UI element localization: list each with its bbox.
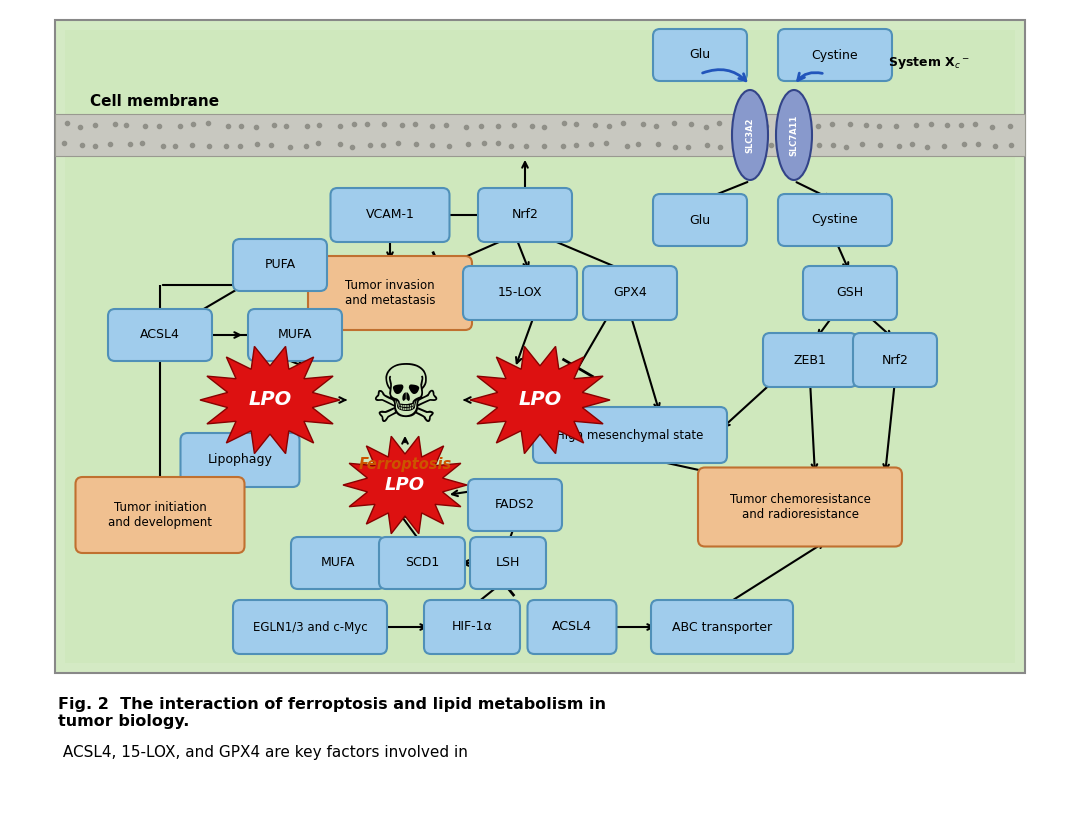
Text: ACSL4: ACSL4 — [140, 328, 180, 341]
FancyBboxPatch shape — [463, 266, 577, 320]
Text: ZEB1: ZEB1 — [794, 354, 826, 367]
FancyBboxPatch shape — [76, 477, 244, 553]
FancyBboxPatch shape — [698, 468, 902, 547]
FancyBboxPatch shape — [180, 433, 299, 487]
FancyBboxPatch shape — [527, 600, 617, 654]
FancyBboxPatch shape — [248, 309, 342, 361]
FancyBboxPatch shape — [308, 256, 472, 330]
FancyBboxPatch shape — [762, 333, 858, 387]
Text: Cell membrane: Cell membrane — [90, 94, 219, 108]
FancyBboxPatch shape — [233, 600, 387, 654]
Text: GSH: GSH — [836, 287, 864, 299]
FancyBboxPatch shape — [478, 188, 572, 242]
Text: EGLN1/3 and c-Myc: EGLN1/3 and c-Myc — [253, 620, 367, 633]
FancyBboxPatch shape — [651, 600, 793, 654]
FancyBboxPatch shape — [778, 29, 892, 81]
Text: ACSL4, 15-LOX, and GPX4 are key factors involved in: ACSL4, 15-LOX, and GPX4 are key factors … — [58, 745, 468, 760]
Text: Glu: Glu — [689, 49, 711, 61]
Text: MUFA: MUFA — [278, 328, 312, 341]
Polygon shape — [343, 436, 467, 534]
Text: High mesenchymal state: High mesenchymal state — [556, 429, 704, 442]
Text: HIF-1α: HIF-1α — [451, 620, 492, 633]
FancyBboxPatch shape — [468, 479, 562, 531]
Text: Cystine: Cystine — [812, 49, 859, 61]
FancyBboxPatch shape — [653, 29, 747, 81]
FancyBboxPatch shape — [853, 333, 937, 387]
Text: Ferroptosis: Ferroptosis — [359, 457, 451, 473]
FancyBboxPatch shape — [653, 194, 747, 246]
Text: LPO: LPO — [518, 390, 562, 409]
Ellipse shape — [732, 90, 768, 180]
Text: FADS2: FADS2 — [495, 499, 535, 512]
FancyBboxPatch shape — [804, 266, 897, 320]
Text: Tumor chemoresistance
and radioresistance: Tumor chemoresistance and radioresistanc… — [730, 493, 870, 521]
Text: 15-LOX: 15-LOX — [498, 287, 542, 299]
FancyBboxPatch shape — [778, 194, 892, 246]
Text: LPO: LPO — [384, 476, 426, 494]
FancyBboxPatch shape — [55, 20, 1025, 673]
Text: PUFA: PUFA — [265, 258, 296, 271]
Text: ACSL4: ACSL4 — [552, 620, 592, 633]
FancyBboxPatch shape — [330, 188, 449, 242]
FancyBboxPatch shape — [65, 30, 1015, 663]
Polygon shape — [470, 346, 610, 454]
Text: SCD1: SCD1 — [405, 557, 440, 570]
Text: VCAM-1: VCAM-1 — [365, 209, 415, 222]
Text: Lipophagy: Lipophagy — [207, 453, 272, 466]
Text: SLC7A11: SLC7A11 — [789, 114, 798, 156]
Text: System X$_c$$^-$: System X$_c$$^-$ — [888, 55, 970, 71]
FancyBboxPatch shape — [534, 407, 727, 463]
Text: ABC transporter: ABC transporter — [672, 620, 772, 633]
Ellipse shape — [777, 90, 812, 180]
FancyBboxPatch shape — [108, 309, 212, 361]
FancyBboxPatch shape — [583, 266, 677, 320]
Text: ☠: ☠ — [369, 361, 441, 439]
Text: Fig. 2  The interaction of ferroptosis and lipid metabolism in
tumor biology.: Fig. 2 The interaction of ferroptosis an… — [58, 697, 606, 729]
FancyBboxPatch shape — [291, 537, 384, 589]
Text: Tumor initiation
and development: Tumor initiation and development — [108, 501, 212, 529]
Text: GPX4: GPX4 — [613, 287, 647, 299]
Text: SLC3A2: SLC3A2 — [745, 117, 755, 152]
Text: Tumor invasion
and metastasis: Tumor invasion and metastasis — [345, 279, 435, 307]
Text: MUFA: MUFA — [321, 557, 355, 570]
FancyBboxPatch shape — [470, 537, 546, 589]
Text: Glu: Glu — [689, 214, 711, 227]
FancyBboxPatch shape — [424, 600, 519, 654]
FancyBboxPatch shape — [55, 114, 1025, 156]
Text: Cystine: Cystine — [812, 214, 859, 227]
Text: LSH: LSH — [496, 557, 521, 570]
Polygon shape — [200, 346, 340, 454]
Text: LPO: LPO — [248, 390, 292, 409]
Text: Nrf2: Nrf2 — [512, 209, 539, 222]
FancyBboxPatch shape — [379, 537, 465, 589]
Text: Nrf2: Nrf2 — [881, 354, 908, 367]
FancyBboxPatch shape — [233, 239, 327, 291]
